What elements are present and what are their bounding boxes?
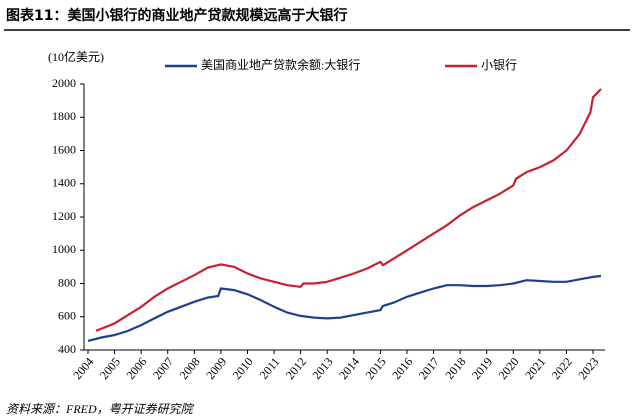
x-tick-label: 2011 (257, 355, 283, 382)
y-tick-label: 1600 (52, 142, 76, 156)
y-tick-label: 600 (58, 309, 76, 323)
x-tick-label: 2006 (123, 355, 149, 382)
source: 资料来源：FRED，粤开证券研究院 (6, 402, 195, 416)
x-tick-label: 2022 (549, 355, 575, 382)
x-tick-label: 2023 (575, 355, 601, 382)
x-tick-label: 2009 (203, 355, 229, 382)
x-tick-label: 2021 (522, 355, 548, 382)
x-tick-label: 2004 (70, 355, 96, 382)
x-tick-label: 2007 (150, 355, 176, 382)
y-tick-label: 1000 (52, 242, 76, 256)
x-tick-label: 2020 (496, 355, 522, 382)
x-tick-label: 2017 (416, 355, 442, 382)
y-tick-label: 2000 (52, 76, 76, 90)
x-tick-label: 2010 (230, 355, 256, 382)
x-tick-label: 2012 (283, 355, 309, 382)
y-tick-label: 1800 (52, 109, 76, 123)
line-series (87, 274, 602, 342)
y-tick-label: 1200 (52, 209, 76, 223)
x-tick-label: 2015 (363, 355, 389, 382)
x-tick-label: 2019 (469, 355, 495, 382)
y-tick-label: 800 (58, 275, 76, 289)
line-series (95, 88, 602, 332)
y-tick-label: 1400 (52, 176, 76, 190)
x-tick-label: 2016 (389, 355, 415, 382)
x-tick-label: 2005 (97, 355, 123, 382)
x-tick-label: 2008 (177, 355, 203, 382)
x-tick-label: 2014 (336, 355, 362, 382)
legend-label: 小银行 (481, 58, 517, 72)
legend-label: 美国商业地产贷款余额:大银行 (201, 57, 360, 72)
y-tick-label: 400 (58, 342, 76, 356)
x-tick-label: 2013 (309, 355, 335, 382)
y-axis-label: (10亿美元) (48, 49, 104, 64)
x-tick-label: 2018 (442, 355, 468, 382)
chart-title: 图表11：美国小银行的商业地产贷款规模远高于大银行 (6, 7, 347, 24)
